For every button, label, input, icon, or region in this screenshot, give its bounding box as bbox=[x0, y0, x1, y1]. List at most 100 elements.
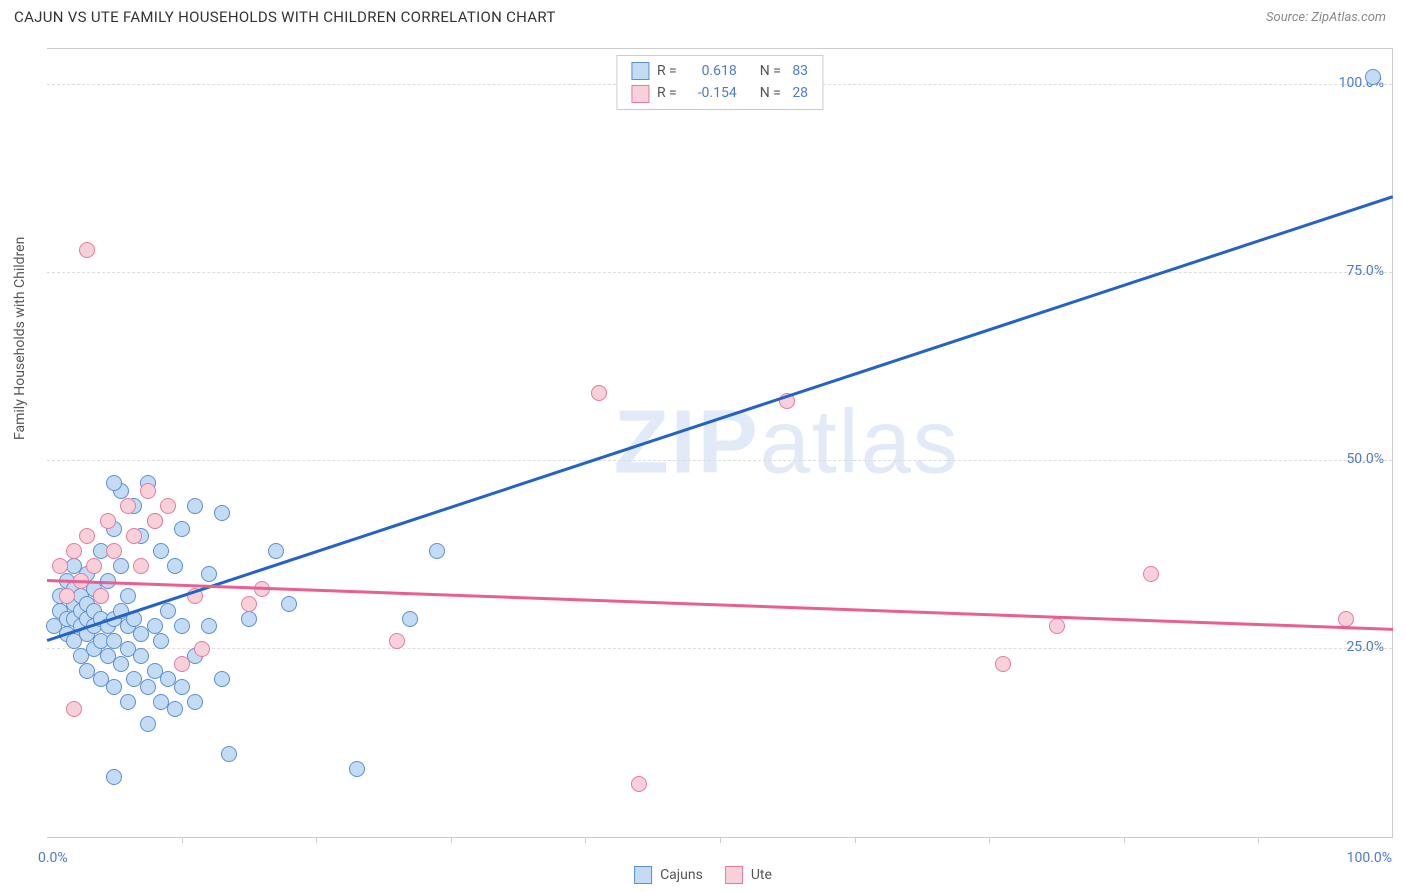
x-tick bbox=[855, 837, 856, 843]
x-tick bbox=[316, 837, 317, 843]
data-point bbox=[167, 558, 183, 574]
data-point bbox=[52, 558, 68, 574]
x-tick bbox=[585, 837, 586, 843]
data-point bbox=[1143, 566, 1159, 582]
data-point bbox=[281, 596, 297, 612]
gridline bbox=[47, 272, 1392, 273]
data-point bbox=[140, 716, 156, 732]
data-point bbox=[187, 498, 203, 514]
legend-stats: R = 0.618 N = 83 R = -0.154 N = 28 bbox=[616, 55, 823, 110]
stat-r-value: -0.154 bbox=[685, 82, 737, 104]
data-point bbox=[120, 588, 136, 604]
data-point bbox=[120, 498, 136, 514]
data-point bbox=[1338, 611, 1354, 627]
data-point bbox=[402, 611, 418, 627]
data-point bbox=[174, 656, 190, 672]
legend-swatch-icon bbox=[631, 85, 649, 103]
chart-source: Source: ZipAtlas.com bbox=[1266, 10, 1386, 25]
legend-stat-row: R = 0.618 N = 83 bbox=[631, 60, 808, 82]
data-point bbox=[113, 656, 129, 672]
x-min-label: 0.0% bbox=[38, 850, 68, 866]
data-point bbox=[214, 671, 230, 687]
data-point bbox=[201, 618, 217, 634]
data-point bbox=[106, 679, 122, 695]
data-point bbox=[194, 641, 210, 657]
data-point bbox=[174, 521, 190, 537]
data-point bbox=[153, 543, 169, 559]
data-point bbox=[241, 611, 257, 627]
x-tick bbox=[720, 837, 721, 843]
stat-r-label: R = bbox=[657, 82, 677, 104]
data-point bbox=[140, 483, 156, 499]
data-point bbox=[147, 513, 163, 529]
x-tick bbox=[1124, 837, 1125, 843]
gridline bbox=[47, 460, 1392, 461]
data-point bbox=[140, 679, 156, 695]
data-point bbox=[241, 596, 257, 612]
data-point bbox=[147, 618, 163, 634]
stat-n-label: N = bbox=[760, 82, 781, 104]
data-point bbox=[631, 776, 647, 792]
legend-swatch-icon bbox=[631, 62, 649, 80]
data-point bbox=[160, 498, 176, 514]
data-point bbox=[1049, 618, 1065, 634]
data-point bbox=[100, 513, 116, 529]
legend-item-cajuns: Cajuns bbox=[634, 866, 703, 884]
data-point bbox=[591, 385, 607, 401]
legend-swatch-ute bbox=[725, 866, 743, 884]
legend-bottom: Cajuns Ute bbox=[634, 866, 772, 884]
x-tick bbox=[451, 837, 452, 843]
x-tick bbox=[989, 837, 990, 843]
data-point bbox=[221, 746, 237, 762]
data-point bbox=[106, 543, 122, 559]
legend-item-ute: Ute bbox=[725, 866, 772, 884]
legend-label: Ute bbox=[751, 867, 772, 883]
data-point bbox=[187, 694, 203, 710]
y-tick-label: 25.0% bbox=[1346, 639, 1384, 655]
data-point bbox=[153, 633, 169, 649]
data-point bbox=[429, 543, 445, 559]
data-point bbox=[66, 543, 82, 559]
data-point bbox=[106, 475, 122, 491]
data-point bbox=[174, 618, 190, 634]
x-max-label: 100.0% bbox=[1347, 850, 1392, 866]
data-point bbox=[1365, 69, 1381, 85]
data-point bbox=[93, 588, 109, 604]
data-point bbox=[113, 558, 129, 574]
chart-title: CAJUN VS UTE FAMILY HOUSEHOLDS WITH CHIL… bbox=[14, 8, 556, 26]
y-tick-label: 75.0% bbox=[1346, 263, 1384, 279]
data-point bbox=[268, 543, 284, 559]
data-point bbox=[133, 558, 149, 574]
data-point bbox=[126, 528, 142, 544]
data-point bbox=[66, 701, 82, 717]
data-point bbox=[133, 648, 149, 664]
data-point bbox=[59, 588, 75, 604]
data-point bbox=[160, 603, 176, 619]
data-point bbox=[86, 558, 102, 574]
x-tick bbox=[182, 837, 183, 843]
data-point bbox=[106, 769, 122, 785]
stat-n-label: N = bbox=[760, 60, 781, 82]
y-axis-label: Family Households with Children bbox=[12, 237, 28, 440]
legend-label: Cajuns bbox=[660, 867, 703, 883]
data-point bbox=[349, 761, 365, 777]
trendline bbox=[47, 195, 1394, 641]
gridline bbox=[47, 648, 1392, 649]
data-point bbox=[214, 505, 230, 521]
x-tick bbox=[1258, 837, 1259, 843]
stat-r-value: 0.618 bbox=[685, 60, 737, 82]
data-point bbox=[79, 528, 95, 544]
legend-swatch-cajuns bbox=[634, 866, 652, 884]
stat-r-label: R = bbox=[657, 60, 677, 82]
stat-n-value: 28 bbox=[789, 82, 808, 104]
data-point bbox=[174, 679, 190, 695]
data-point bbox=[201, 566, 217, 582]
chart-area: ZIPatlas 25.0%50.0%75.0%100.0%R =0.618 N… bbox=[47, 48, 1393, 838]
data-point bbox=[79, 242, 95, 258]
data-point bbox=[389, 633, 405, 649]
stat-n-value: 83 bbox=[789, 60, 808, 82]
data-point bbox=[167, 701, 183, 717]
chart-header: CAJUN VS UTE FAMILY HOUSEHOLDS WITH CHIL… bbox=[0, 0, 1406, 32]
data-point bbox=[995, 656, 1011, 672]
y-tick-label: 50.0% bbox=[1346, 451, 1384, 467]
